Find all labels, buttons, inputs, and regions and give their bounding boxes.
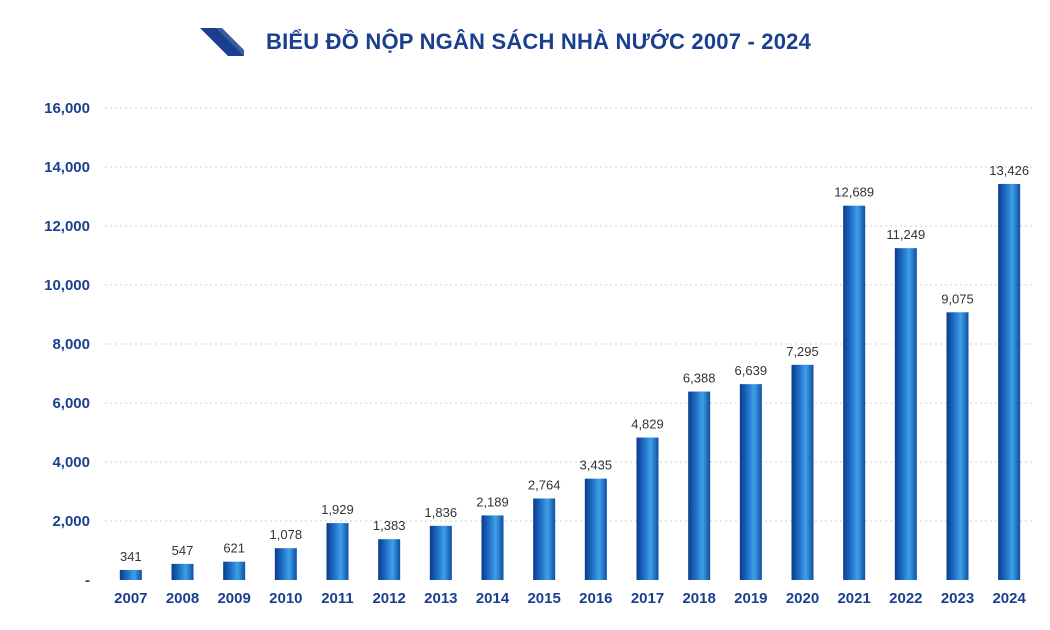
data-label-2022: 11,249 bbox=[886, 227, 925, 242]
y-tick-label: 8,000 bbox=[52, 336, 90, 353]
y-tick-label: 12,000 bbox=[44, 218, 90, 235]
x-tick-label-2020: 2020 bbox=[786, 590, 819, 607]
x-tick-label-2009: 2009 bbox=[217, 590, 250, 607]
data-label-2020: 7,295 bbox=[786, 344, 819, 359]
x-tick-label-2017: 2017 bbox=[631, 590, 664, 607]
data-label-2007: 341 bbox=[120, 549, 142, 564]
x-tick-label-2012: 2012 bbox=[372, 590, 405, 607]
x-tick-label-2008: 2008 bbox=[166, 590, 199, 607]
data-label-2017: 4,829 bbox=[631, 417, 664, 432]
data-label-2019: 6,639 bbox=[735, 363, 768, 378]
data-label-2011: 1,929 bbox=[321, 502, 354, 517]
data-label-2015: 2,764 bbox=[528, 477, 561, 492]
x-tick-label-2014: 2014 bbox=[476, 590, 510, 607]
data-label-2016: 3,435 bbox=[580, 458, 613, 473]
data-label-2018: 6,388 bbox=[683, 371, 716, 386]
bar-2021 bbox=[843, 205, 866, 580]
y-tick-label: 14,000 bbox=[44, 159, 90, 176]
bar-2016 bbox=[584, 478, 607, 580]
x-tick-label-2015: 2015 bbox=[527, 590, 560, 607]
data-label-2021: 12,689 bbox=[834, 185, 874, 200]
bar-2012 bbox=[378, 539, 401, 580]
bar-2014 bbox=[481, 515, 504, 580]
bar-2010 bbox=[274, 548, 297, 580]
diagonal-stripe-logo-icon bbox=[200, 28, 244, 56]
bar-2017 bbox=[636, 437, 659, 580]
bar-2022 bbox=[894, 248, 917, 581]
x-tick-label-2024: 2024 bbox=[992, 590, 1026, 607]
bar-2015 bbox=[533, 498, 556, 580]
y-tick-label: 2,000 bbox=[52, 513, 90, 530]
bar-2007 bbox=[119, 569, 142, 580]
x-tick-label-2013: 2013 bbox=[424, 590, 457, 607]
data-label-2008: 547 bbox=[172, 543, 194, 558]
x-tick-label-2007: 2007 bbox=[114, 590, 147, 607]
data-label-2010: 1,078 bbox=[270, 527, 303, 542]
bar-2019 bbox=[739, 384, 762, 580]
data-labels: 341 547 621 1,078 1,929 1,383 1,836 2,189 2,764 3… bbox=[120, 163, 1029, 564]
data-label-2013: 1,836 bbox=[425, 505, 458, 520]
bar-2009 bbox=[223, 561, 246, 580]
data-label-2009: 621 bbox=[223, 541, 245, 556]
data-label-2014: 2,189 bbox=[476, 494, 509, 509]
y-axis: - 2,000 4,000 6,000 8,000 10,000 12,000 14,000 1… bbox=[44, 100, 90, 589]
data-label-2023: 9,075 bbox=[941, 291, 974, 306]
data-label-2024: 13,426 bbox=[989, 163, 1029, 178]
bar-2023 bbox=[946, 312, 969, 580]
y-tick-label: - bbox=[85, 572, 90, 589]
y-tick-label: 16,000 bbox=[44, 100, 90, 117]
x-tick-label-2011: 2011 bbox=[321, 590, 354, 607]
bars bbox=[119, 183, 1021, 581]
x-tick-label-2022: 2022 bbox=[889, 590, 922, 607]
bar-2008 bbox=[171, 563, 194, 580]
x-axis: 2007 2008 2009 2010 2011 2012 2013 2014 2015 2016… bbox=[114, 590, 1026, 607]
x-tick-label-2016: 2016 bbox=[579, 590, 612, 607]
bar-2018 bbox=[688, 391, 711, 580]
y-tick-label: 10,000 bbox=[44, 277, 90, 294]
chart-title: BIỂU ĐỒ NỘP NGÂN SÁCH NHÀ NƯỚC 2007 - 20… bbox=[266, 29, 812, 54]
chart-header: BIỂU ĐỒ NỘP NGÂN SÁCH NHÀ NƯỚC 2007 - 20… bbox=[200, 24, 811, 60]
x-tick-label-2018: 2018 bbox=[682, 590, 715, 607]
y-tick-label: 6,000 bbox=[52, 395, 90, 412]
x-tick-label-2023: 2023 bbox=[941, 590, 974, 607]
bar-2024 bbox=[998, 183, 1021, 581]
data-label-2012: 1,383 bbox=[373, 518, 406, 533]
gridlines bbox=[105, 107, 1035, 522]
bar-2013 bbox=[429, 525, 452, 580]
bar-2011 bbox=[326, 523, 349, 580]
y-tick-label: 4,000 bbox=[52, 454, 90, 471]
x-tick-label-2021: 2021 bbox=[837, 590, 870, 607]
x-tick-label-2010: 2010 bbox=[269, 590, 302, 607]
bar-2020 bbox=[791, 364, 814, 580]
x-tick-label-2019: 2019 bbox=[734, 590, 767, 607]
